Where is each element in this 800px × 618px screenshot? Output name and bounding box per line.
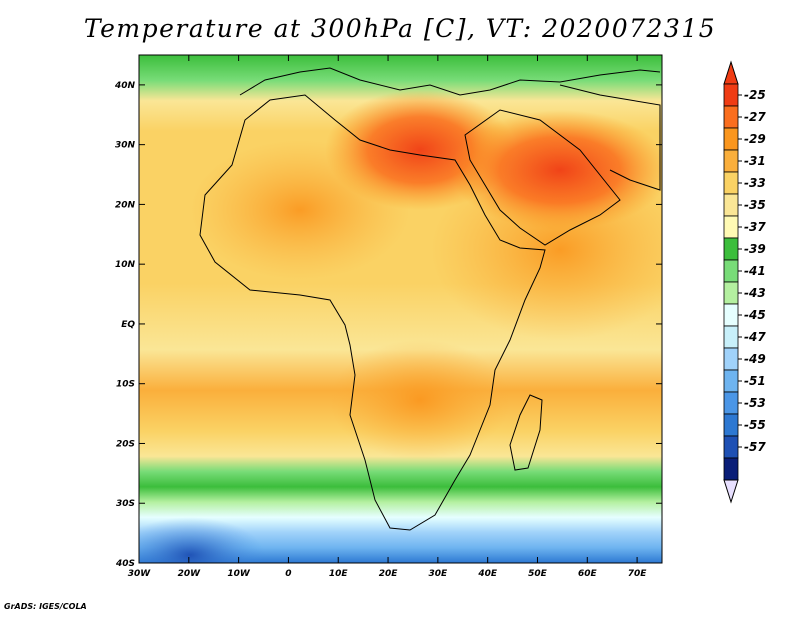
colorbar-swatch	[723, 149, 739, 173]
colorbar-label: -45	[744, 308, 766, 322]
y-tick-label: 40S	[115, 559, 135, 569]
colorbar-label: -33	[744, 176, 766, 190]
colorbar-over-triangle	[723, 60, 739, 85]
colorbar-swatch	[723, 413, 739, 437]
colorbar-label: -41	[744, 264, 766, 278]
x-tick-label: 70E	[628, 569, 648, 579]
x-axis-ticks: 30W 20W 10W 0 10E 20E 30E 40E 50E 60E 70E	[128, 55, 648, 579]
colorbar-swatch	[723, 347, 739, 371]
colorbar-label: -31	[744, 154, 766, 168]
iran-outline	[559, 84, 661, 191]
y-tick-label: 20N	[115, 200, 136, 210]
colorbar-swatch	[723, 457, 739, 481]
x-tick-label: 0	[285, 569, 291, 579]
credit-text: GrADS: IGES/COLA	[4, 602, 87, 611]
y-tick-label: 30S	[116, 499, 135, 509]
x-tick-label: 10E	[329, 569, 349, 579]
africa-coastline	[199, 94, 546, 531]
y-tick-label: 40N	[114, 81, 136, 91]
colorbar-swatch	[723, 105, 739, 129]
colorbar-under-triangle	[723, 479, 739, 504]
colorbar-swatch	[723, 83, 739, 107]
colorbar-label: -25	[744, 88, 766, 102]
colorbar-swatch	[723, 259, 739, 283]
plot-frame	[138, 54, 663, 564]
x-tick-label: 60E	[578, 569, 598, 579]
colorbar-label: -35	[744, 198, 766, 212]
x-tick-label: 20W	[178, 569, 202, 579]
madagascar-outline	[509, 394, 543, 471]
x-tick-label: 40E	[477, 569, 498, 579]
colorbar-swatch	[723, 193, 739, 217]
y-tick-label: 30N	[115, 141, 136, 151]
temperature-field	[139, 55, 662, 563]
colorbar-swatch	[723, 391, 739, 415]
chart-title: Temperature at 300hPa [C], VT: 202007231…	[83, 14, 717, 43]
colorbar-label: -29	[744, 132, 766, 146]
x-tick-label: 20E	[379, 569, 399, 579]
colorbar-swatch	[723, 215, 739, 239]
arabia-outline	[464, 109, 621, 246]
hot-core-arabia	[450, 110, 662, 230]
europe-coast-outline	[239, 67, 661, 96]
y-tick-label: 10N	[115, 260, 136, 270]
colorbar-label: -37	[744, 220, 766, 234]
colorbar-swatch	[723, 325, 739, 349]
x-tick-label: 30W	[128, 569, 152, 579]
colorbar-swatch	[723, 435, 739, 459]
warm-region-southern-africa	[330, 340, 510, 460]
colorbar-swatch	[723, 171, 739, 195]
x-tick-label: 50E	[528, 569, 548, 579]
colorbar-swatch	[723, 369, 739, 393]
colorbar-label: -51	[744, 374, 766, 388]
y-tick-label: 10S	[116, 380, 135, 390]
y-tick-label: 20S	[116, 439, 135, 449]
x-tick-label: 10W	[227, 569, 251, 579]
colorbar-label: -57	[744, 440, 766, 454]
y-tick-label: EQ	[121, 320, 135, 330]
colorbar-swatch	[723, 303, 739, 327]
colorbar-label: -39	[744, 242, 766, 256]
colorbar-label: -55	[744, 418, 766, 432]
y-axis-ticks: 40S 30S 20S 10S EQ 10N 20N 30N 40N	[114, 81, 662, 569]
coastline-outlines	[199, 67, 661, 531]
cold-core-south-atlantic	[139, 517, 265, 563]
colorbar-swatch	[723, 281, 739, 305]
colorbar: -25 -27 -29 -31 -33 -35 -37 -39 -41 -43 -45 -47 -49 -…	[723, 60, 766, 504]
colorbar-label: -27	[744, 110, 766, 124]
colorbar-label: -43	[744, 286, 766, 300]
colorbar-label: -53	[744, 396, 766, 410]
colorbar-swatch	[723, 237, 739, 261]
colorbar-label: -47	[744, 330, 766, 344]
colorbar-swatch	[723, 127, 739, 151]
x-tick-label: 30E	[429, 569, 449, 579]
colorbar-label: -49	[744, 352, 766, 366]
